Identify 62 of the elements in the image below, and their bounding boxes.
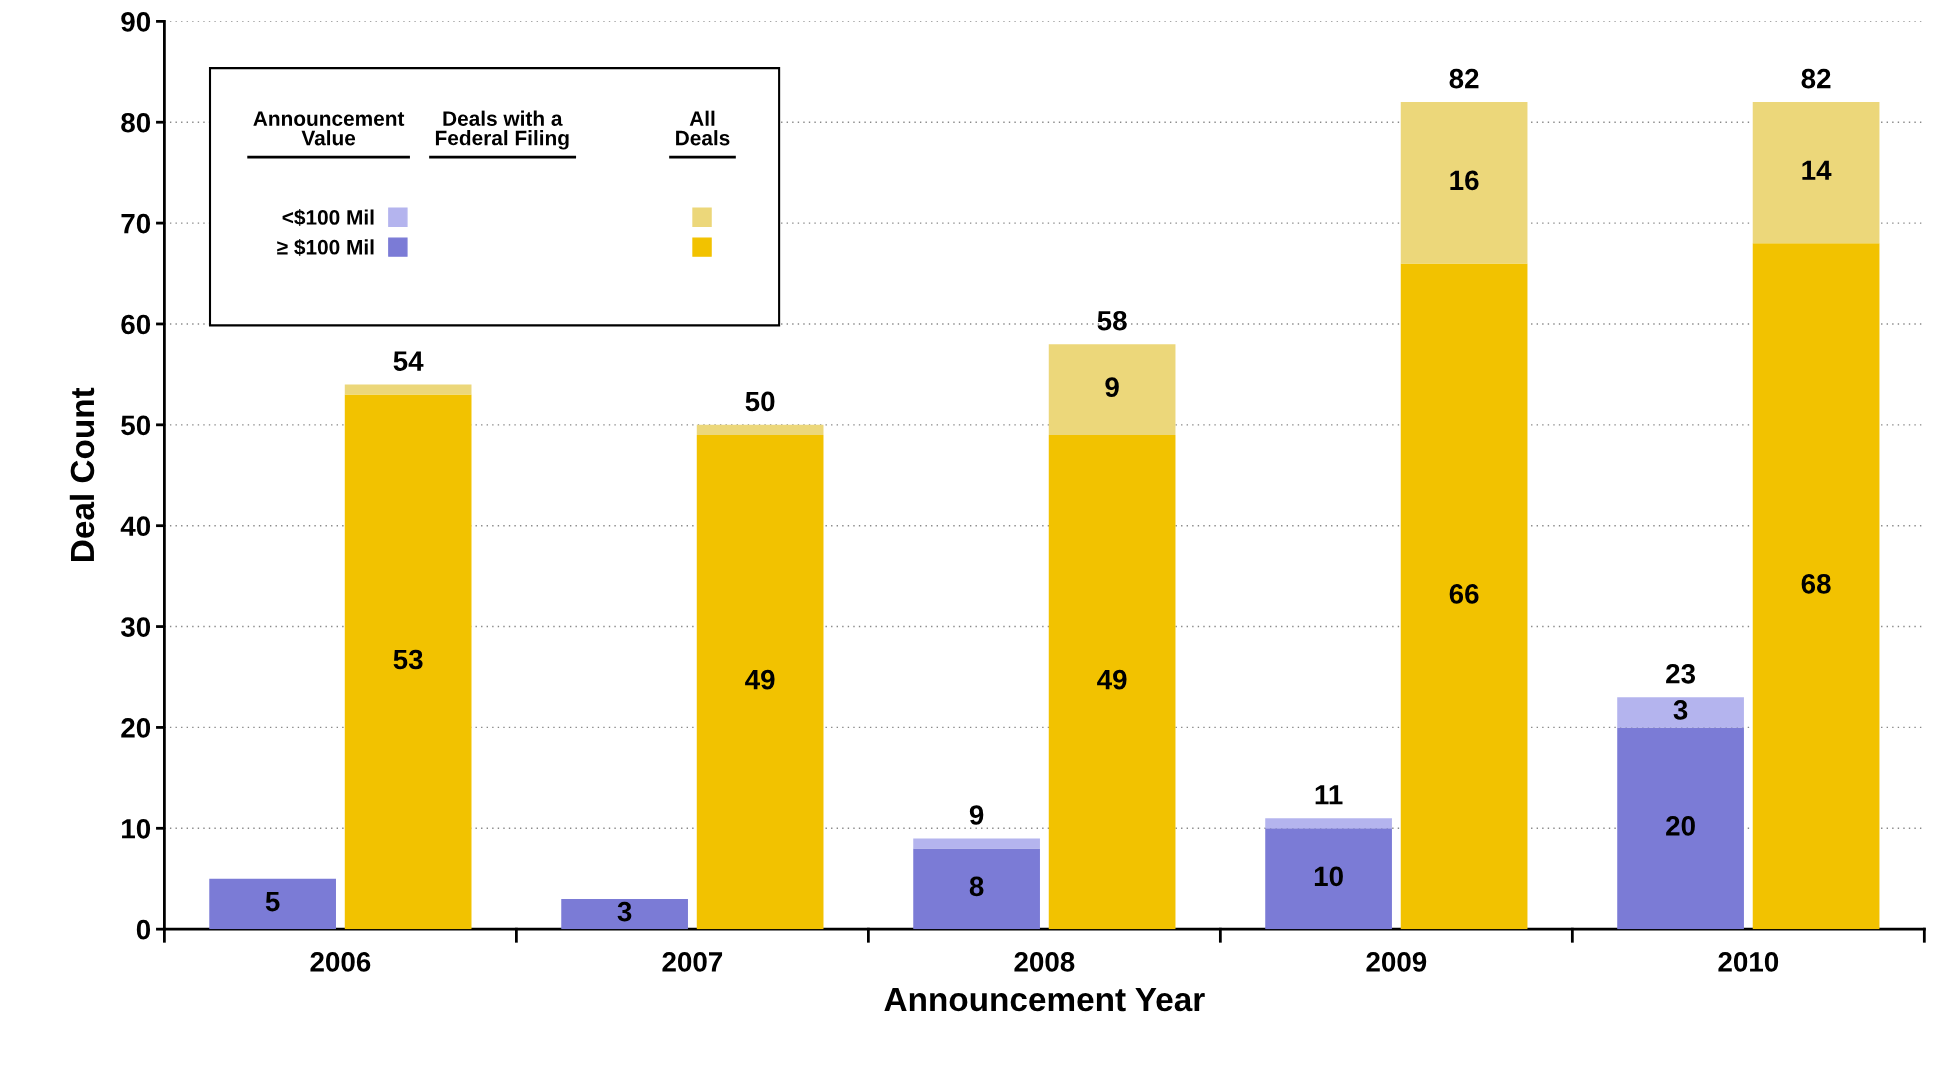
text: 2010: [1718, 952, 1779, 972]
data-label: 16: [1450, 170, 1479, 191]
y-tick-label: 30: [120, 617, 151, 637]
bar: [1752, 243, 1880, 930]
total-label: 50: [745, 391, 775, 412]
data-label: 8: [969, 876, 984, 897]
total-label: 82: [1801, 68, 1831, 89]
text: 2009: [1366, 952, 1427, 972]
bar: [209, 878, 336, 930]
bar: [344, 394, 472, 930]
data-label: 66: [1449, 584, 1479, 604]
bar: [1048, 344, 1176, 435]
total-label: 58: [1097, 310, 1127, 331]
y-tick-label: 10: [122, 818, 151, 839]
legend-label: ≥ $100 Mil: [277, 238, 374, 256]
text: 2007: [662, 952, 723, 972]
y-tick-label: 20: [121, 718, 151, 738]
data-label: 9: [1105, 377, 1119, 397]
bar: [1617, 697, 1744, 728]
x-axis-title: Announcement Year: [884, 988, 1205, 1012]
y-tick-label: 80: [121, 112, 151, 133]
bar: [913, 838, 1040, 849]
bar: [1752, 102, 1880, 244]
y-tick-label: 50: [121, 415, 151, 436]
data-label: 53: [393, 649, 423, 670]
bar: [1265, 818, 1392, 829]
bar: [1617, 727, 1744, 930]
data-label: 14: [1802, 160, 1832, 180]
y-tick-label: 70: [121, 213, 151, 234]
legend-label: <$100 Mil: [282, 209, 374, 227]
y-tick-label: 40: [120, 516, 151, 537]
bar: [1400, 263, 1528, 930]
total-label: 9: [969, 805, 984, 825]
y-tick-label: 60: [121, 314, 151, 335]
legend-title: Announcement Value: [253, 111, 405, 146]
total-label: 23: [1666, 663, 1696, 684]
bar: [696, 434, 824, 930]
annotation: All Deals: [676, 110, 730, 146]
data-label: 49: [745, 669, 775, 690]
bar: [696, 424, 824, 435]
y-axis-title: Deal Count: [69, 387, 95, 561]
bar: [1265, 828, 1392, 930]
total-label: 82: [1449, 68, 1479, 89]
data-label: 49: [1097, 669, 1127, 690]
bar: [1400, 102, 1528, 264]
total-label: 11: [1315, 785, 1343, 805]
data-label: 20: [1666, 816, 1695, 836]
y-tick-label: 0: [136, 919, 151, 940]
bar: [344, 384, 472, 395]
data-label: 3: [1673, 700, 1688, 720]
text: 2006: [310, 952, 371, 972]
bar: [1048, 434, 1176, 930]
data-label: 68: [1801, 574, 1831, 594]
data-label: 10: [1314, 866, 1343, 887]
total-label: 54: [393, 351, 424, 371]
bar: [913, 848, 1040, 930]
data-label: 3: [617, 901, 632, 922]
y-tick-label: 90: [121, 12, 151, 32]
bar: [561, 898, 688, 930]
data-label: 5: [265, 892, 280, 912]
annotation: Deals with a Federal Filing: [435, 110, 569, 150]
text: 2008: [1014, 952, 1075, 972]
